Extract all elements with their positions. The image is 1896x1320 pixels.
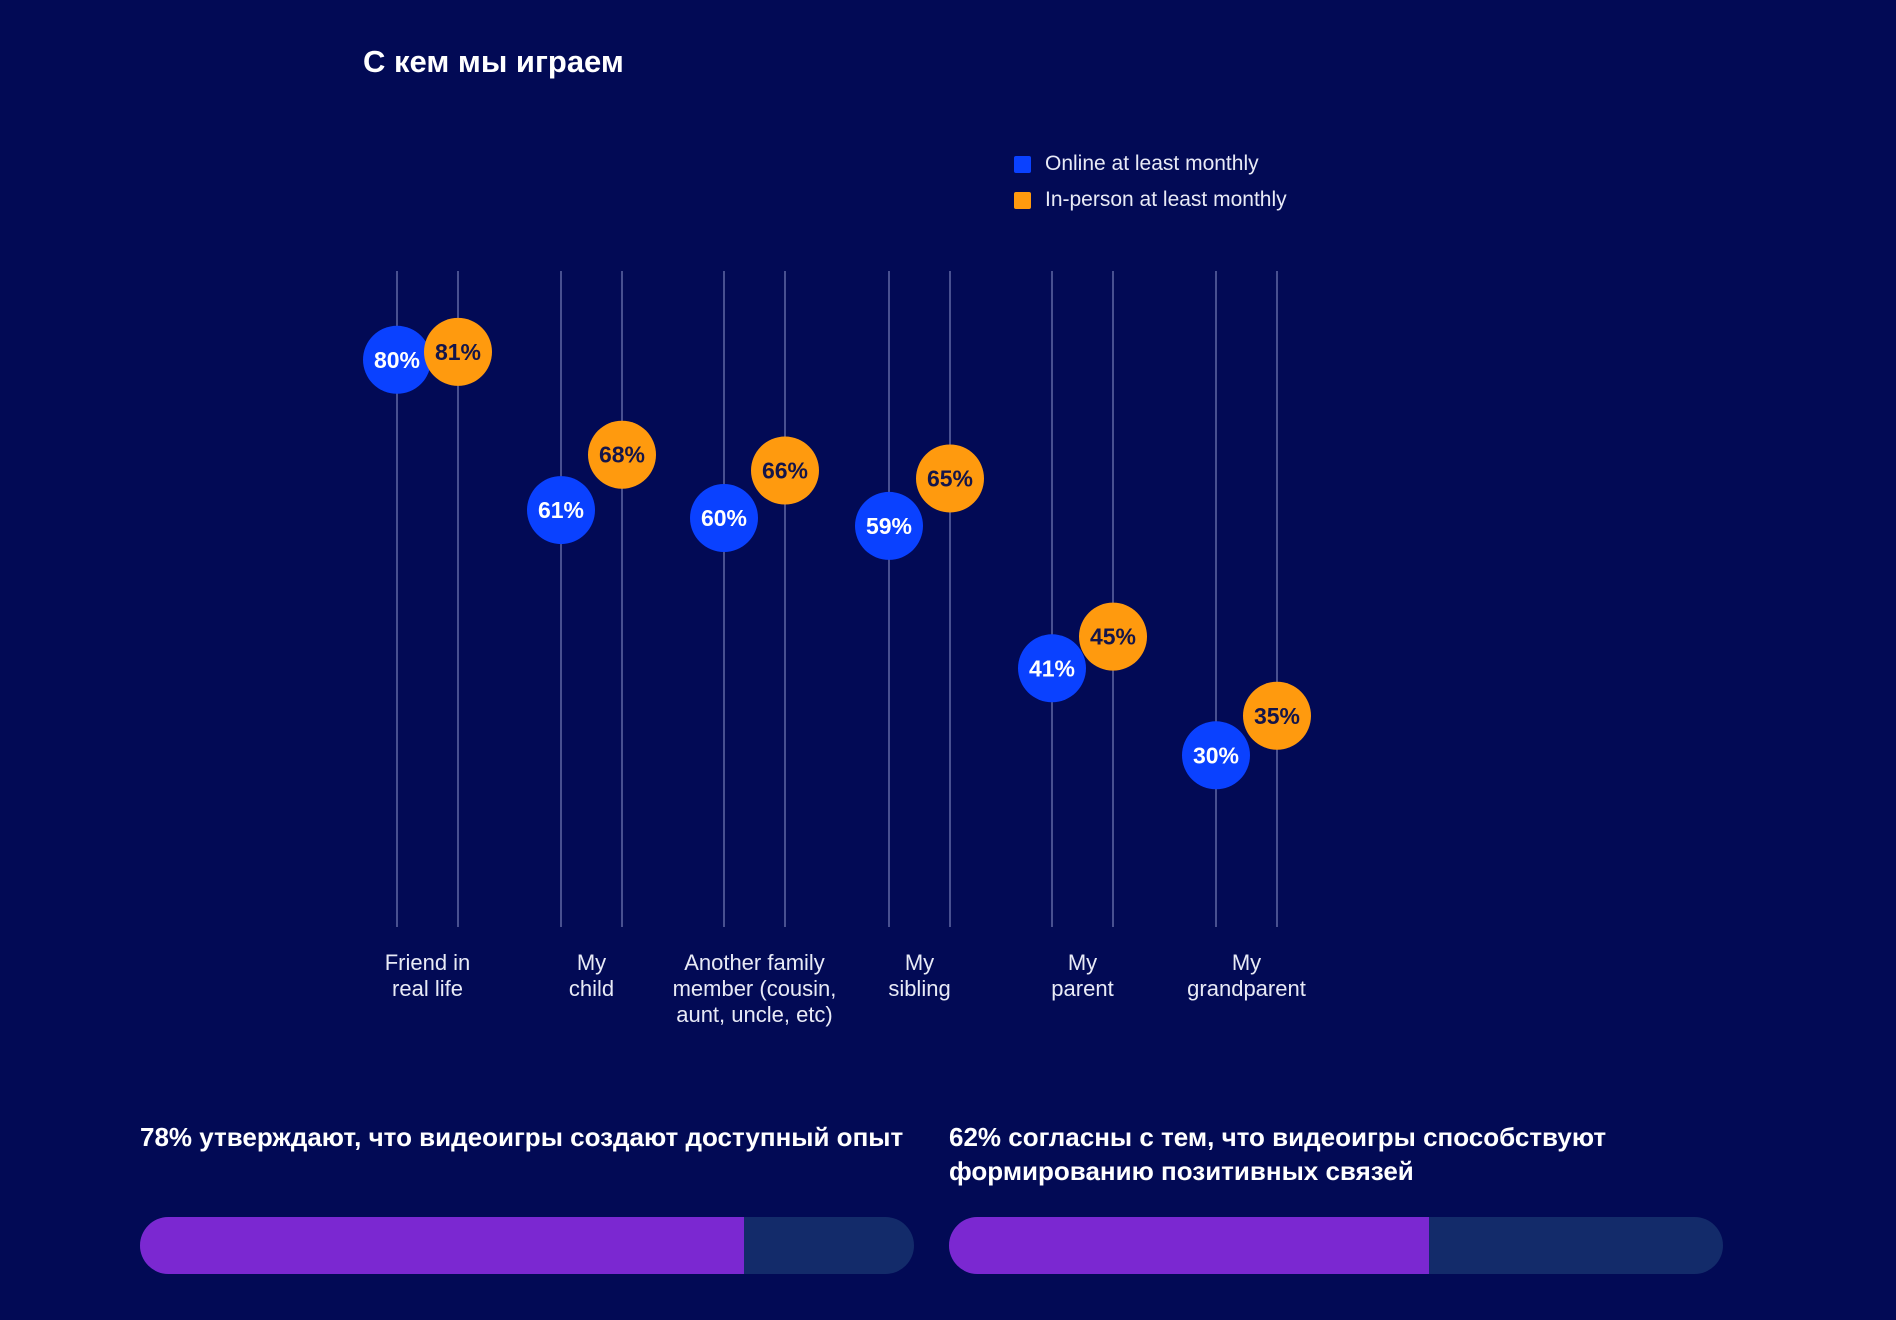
data-label: 41% [1029, 655, 1075, 681]
inperson-dot [424, 317, 492, 386]
online-dot [527, 476, 595, 545]
stat-bar-fill-1 [140, 1217, 744, 1274]
legend-label-inperson: In-person at least monthly [1045, 188, 1287, 211]
data-label: 45% [1090, 624, 1136, 650]
online-dot [1018, 634, 1086, 703]
category-label: My [1068, 950, 1097, 975]
category-label: Another family [684, 950, 825, 975]
category-label: My [1232, 950, 1261, 975]
online-dot [363, 325, 431, 394]
category-label: real life [392, 976, 463, 1001]
category-label: parent [1051, 976, 1113, 1001]
legend-swatch-inperson [1014, 191, 1031, 209]
data-label: 81% [435, 339, 481, 365]
category-label: My [905, 950, 934, 975]
data-label: 66% [762, 458, 808, 484]
online-dot [690, 484, 758, 552]
online-dot [1182, 721, 1250, 790]
data-label: 61% [538, 497, 584, 523]
data-label: 30% [1193, 742, 1239, 768]
category-label: My [577, 950, 606, 975]
chart-title: С кем мы играем [363, 44, 624, 79]
legend-item-inperson: In-person at least monthly [1014, 182, 1287, 218]
category-label: Friend in [385, 950, 471, 975]
inperson-dot [1079, 602, 1147, 671]
category-label: grandparent [1187, 976, 1306, 1001]
legend-item-online: Online at least monthly [1014, 146, 1287, 182]
stat-bar-fill-2 [949, 1217, 1429, 1274]
data-label: 65% [927, 465, 973, 491]
stat-text-1: 78% утверждают, что видеоигры создают до… [140, 1122, 904, 1152]
data-label: 35% [1254, 703, 1300, 729]
inperson-dot [1243, 681, 1311, 750]
inperson-dot [588, 420, 656, 489]
inperson-dot [751, 436, 819, 505]
stat-bar-2 [949, 1217, 1723, 1274]
category-label: child [569, 976, 614, 1001]
data-label: 68% [599, 442, 645, 468]
legend-label-online: Online at least monthly [1045, 152, 1259, 175]
legend: Online at least monthly In-person at lea… [1014, 146, 1287, 218]
data-label: 60% [701, 505, 747, 531]
online-dot [855, 491, 923, 560]
stat-bar-1 [140, 1217, 914, 1274]
data-label: 59% [866, 513, 912, 539]
category-label: aunt, uncle, etc) [676, 1002, 833, 1027]
category-label: sibling [888, 976, 950, 1001]
data-label: 80% [374, 347, 420, 373]
stat-text-2: 62% согласны с тем, что видеоигры способ… [949, 1122, 1607, 1186]
inperson-dot [916, 444, 984, 513]
legend-swatch-online [1014, 155, 1031, 173]
category-label: member (cousin, [673, 976, 837, 1001]
